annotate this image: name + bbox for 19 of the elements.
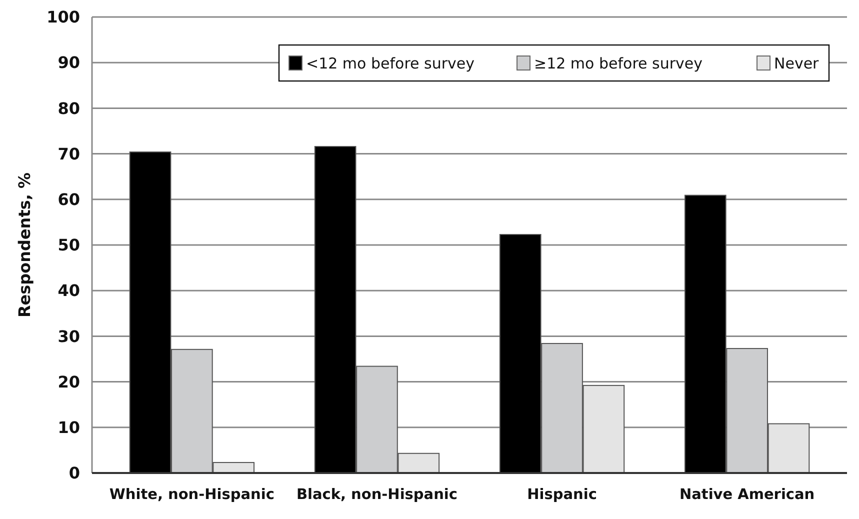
y-tick-label: 90 xyxy=(58,53,80,72)
y-tick-label: 80 xyxy=(58,98,80,118)
x-tick-label: Hispanic xyxy=(527,487,597,503)
legend-label: Never xyxy=(774,54,820,72)
legend-label: <12 mo before survey xyxy=(306,54,475,72)
y-tick-label: 10 xyxy=(58,418,80,437)
x-tick-label: Black, non-Hispanic xyxy=(296,487,458,503)
legend-label: ≥12 mo before survey xyxy=(534,54,703,72)
x-tick-label: Native American xyxy=(679,487,815,503)
y-tick-label: 40 xyxy=(58,281,80,300)
y-axis-title: Respondents, % xyxy=(15,172,34,318)
y-tick-label: 50 xyxy=(58,236,80,255)
y-tick-label: 60 xyxy=(58,190,80,209)
y-tick-label: 20 xyxy=(58,372,80,392)
x-tick-label: White, non-Hispanic xyxy=(109,487,274,503)
y-tick-label: 30 xyxy=(58,326,80,346)
y-tick-label: 0 xyxy=(68,464,80,483)
y-tick-label: 100 xyxy=(46,8,80,27)
y-tick-label: 70 xyxy=(58,144,80,164)
